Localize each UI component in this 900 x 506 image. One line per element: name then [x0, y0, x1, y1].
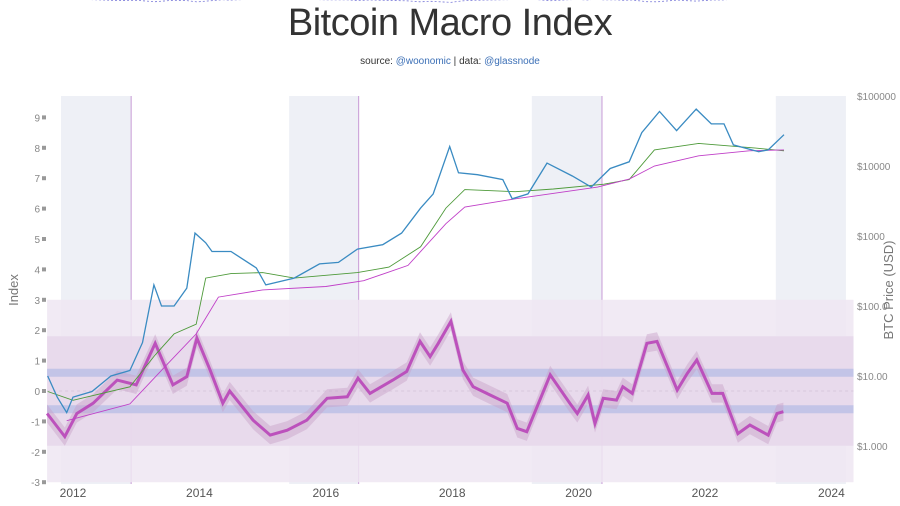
- signal-band: [47, 368, 854, 377]
- x-tick-label: 2012: [60, 486, 87, 500]
- y-right-tick-label: $100000: [857, 92, 896, 103]
- y-right-tick-label: $10.00: [857, 372, 888, 383]
- y-left-tick-label: 7: [34, 174, 40, 185]
- y-left-tick-label: -2: [31, 448, 40, 459]
- y-left-tick-label: 5: [34, 235, 40, 246]
- y-left-tick-mark: [42, 389, 46, 393]
- y-left-tick-mark: [42, 328, 46, 333]
- y-left-tick-label: 6: [34, 205, 40, 216]
- macro-index-line: [45, 317, 784, 440]
- x-tick-label: 2016: [312, 486, 339, 500]
- data-link[interactable]: @glassnode: [484, 56, 540, 67]
- y-left-tick-mark: [42, 237, 46, 241]
- y-left-tick-label: 8: [34, 144, 40, 155]
- chart-title: Bitcoin Macro Index: [287, 2, 613, 44]
- y-left-tick-mark: [42, 419, 46, 424]
- y-left-tick-label: 9: [34, 113, 40, 124]
- y-left-tick-label: -3: [31, 478, 40, 489]
- y-left-tick-mark: [42, 176, 46, 181]
- y-left-tick-mark: [42, 480, 46, 485]
- magenta-ma-line: [66, 149, 785, 422]
- y-right-tick-label: $1.000: [857, 442, 888, 453]
- y-right-tick-label: $100.0: [857, 302, 888, 313]
- btc-price-line: [47, 108, 785, 415]
- index-raw-line: [87, 0, 728, 3]
- y-left-tick-label: 3: [34, 296, 40, 307]
- y-right-axis-title: BTC Price (USD): [881, 241, 896, 340]
- y-left-tick-label: 2: [34, 326, 40, 337]
- y-left-tick-mark: [42, 206, 46, 211]
- x-tick-label: 2020: [565, 486, 592, 500]
- y-left-tick-mark: [42, 358, 46, 363]
- source-label: source:: [360, 56, 393, 67]
- x-tick-label: 2014: [186, 486, 213, 500]
- signal-band: [47, 405, 854, 414]
- chart-subtitle: source: @woonomic | data: @glassnode: [0, 56, 900, 67]
- y-left-tick-mark: [42, 449, 46, 454]
- y-right-tick-label: $1000: [857, 232, 885, 243]
- y-left-axis-title: Index: [6, 274, 21, 306]
- y-left-tick-mark: [42, 297, 46, 302]
- source-link[interactable]: @woonomic: [395, 56, 451, 67]
- y-left-tick-label: -1: [31, 417, 40, 428]
- y-left-tick-label: 1: [34, 357, 40, 368]
- green-ma-line: [47, 142, 785, 401]
- y-right-tick-label: $10000: [857, 162, 891, 173]
- subtitle-separator: |: [453, 56, 457, 67]
- y-left-tick-mark: [42, 145, 46, 150]
- x-tick-label: 2024: [818, 486, 845, 500]
- y-left-tick-mark: [42, 115, 46, 120]
- y-left-tick-mark: [42, 267, 46, 272]
- y-left-tick-label: 0: [34, 387, 40, 398]
- data-label: data:: [459, 56, 482, 67]
- x-tick-label: 2018: [439, 486, 466, 500]
- y-left-tick-label: 4: [34, 265, 40, 276]
- x-tick-label: 2022: [692, 486, 719, 500]
